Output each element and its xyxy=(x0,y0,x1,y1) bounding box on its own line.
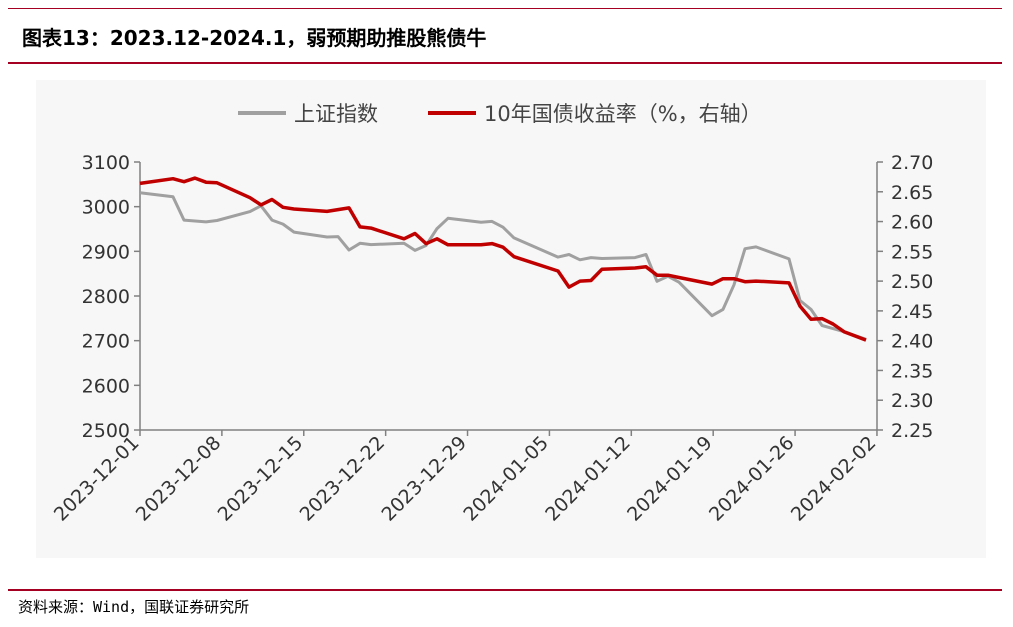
right-tick-label: 2.50 xyxy=(891,271,933,293)
left-tick-label: 3000 xyxy=(82,197,130,219)
right-tick-label: 2.30 xyxy=(891,390,933,412)
right-tick-label: 2.65 xyxy=(891,182,933,204)
left-tick-label: 2900 xyxy=(82,241,130,263)
source-rule xyxy=(8,589,1002,591)
x-tick-label: 2023-12-08 xyxy=(132,432,226,526)
left-tick-label: 2600 xyxy=(82,375,130,397)
right-tick-label: 2.55 xyxy=(891,241,933,263)
x-tick-label: 2024-01-19 xyxy=(623,432,717,526)
right-tick-label: 2.60 xyxy=(891,212,933,234)
x-tick-label: 2024-01-05 xyxy=(459,432,553,526)
left-tick-label: 2800 xyxy=(82,286,130,308)
right-tick-label: 2.70 xyxy=(891,152,933,174)
right-tick-label: 2.35 xyxy=(891,360,933,382)
x-tick-label: 2024-01-12 xyxy=(541,432,635,526)
figure-title: 图表13：2023.12-2024.1，弱预期助推股熊债牛 xyxy=(22,26,487,50)
x-tick-label: 2023-12-01 xyxy=(50,432,144,526)
series-line-shanghai-index xyxy=(139,191,867,341)
legend-shanghai-index-label: 上证指数 xyxy=(294,102,378,126)
right-tick-label: 2.45 xyxy=(891,301,933,323)
right-tick-label: 2.40 xyxy=(891,331,933,353)
x-tick-label: 2023-12-15 xyxy=(214,432,308,526)
x-tick-label: 2024-01-26 xyxy=(705,432,799,526)
x-tick-label: 2023-12-22 xyxy=(296,432,390,526)
left-tick-label: 2700 xyxy=(82,331,130,353)
left-tick-label: 3100 xyxy=(82,152,130,174)
title-rule xyxy=(8,62,1002,64)
x-tick-label: 2024-02-02 xyxy=(787,432,881,526)
x-tick-label: 2023-12-29 xyxy=(377,432,471,526)
series-line-bond-yield xyxy=(139,176,867,342)
top-thin-rule xyxy=(8,8,1002,9)
left-tick-label: 2500 xyxy=(82,420,130,442)
right-tick-label: 2.25 xyxy=(891,420,933,442)
chart-background xyxy=(36,80,986,558)
source-note: 资料来源：Wind，国联证券研究所 xyxy=(18,598,250,616)
legend-bond-yield-label: 10年国债收益率（%，右轴） xyxy=(484,102,762,126)
